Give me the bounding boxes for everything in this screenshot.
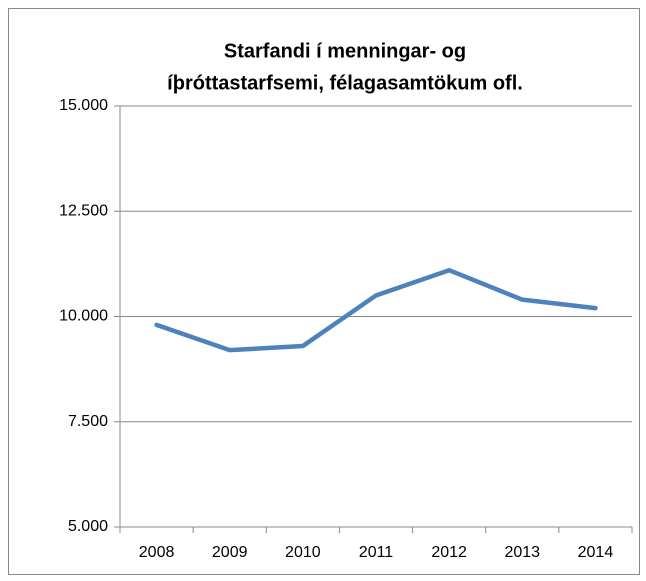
x-tick-label: 2010 xyxy=(285,544,321,561)
chart-border xyxy=(8,8,640,575)
x-tick-label: 2014 xyxy=(578,544,614,561)
line-series xyxy=(154,267,598,353)
chart-title: íþróttastarfsemi, félagasamtökum ofl. xyxy=(167,72,523,94)
x-tick-label: 2009 xyxy=(212,544,248,561)
x-tick-label: 2008 xyxy=(139,544,175,561)
x-tick-label: 2012 xyxy=(431,544,467,561)
y-tick-label: 7.500 xyxy=(68,413,108,430)
y-tick-label: 5.000 xyxy=(68,518,108,535)
x-tick-label: 2013 xyxy=(504,544,540,561)
y-tick-label: 10.000 xyxy=(59,308,108,325)
chart-title: Starfandi í menningar- og xyxy=(224,40,466,62)
y-tick-label: 12.500 xyxy=(59,202,108,219)
x-tick-label: 2011 xyxy=(359,544,394,561)
y-tick-label: 15.000 xyxy=(59,97,108,114)
